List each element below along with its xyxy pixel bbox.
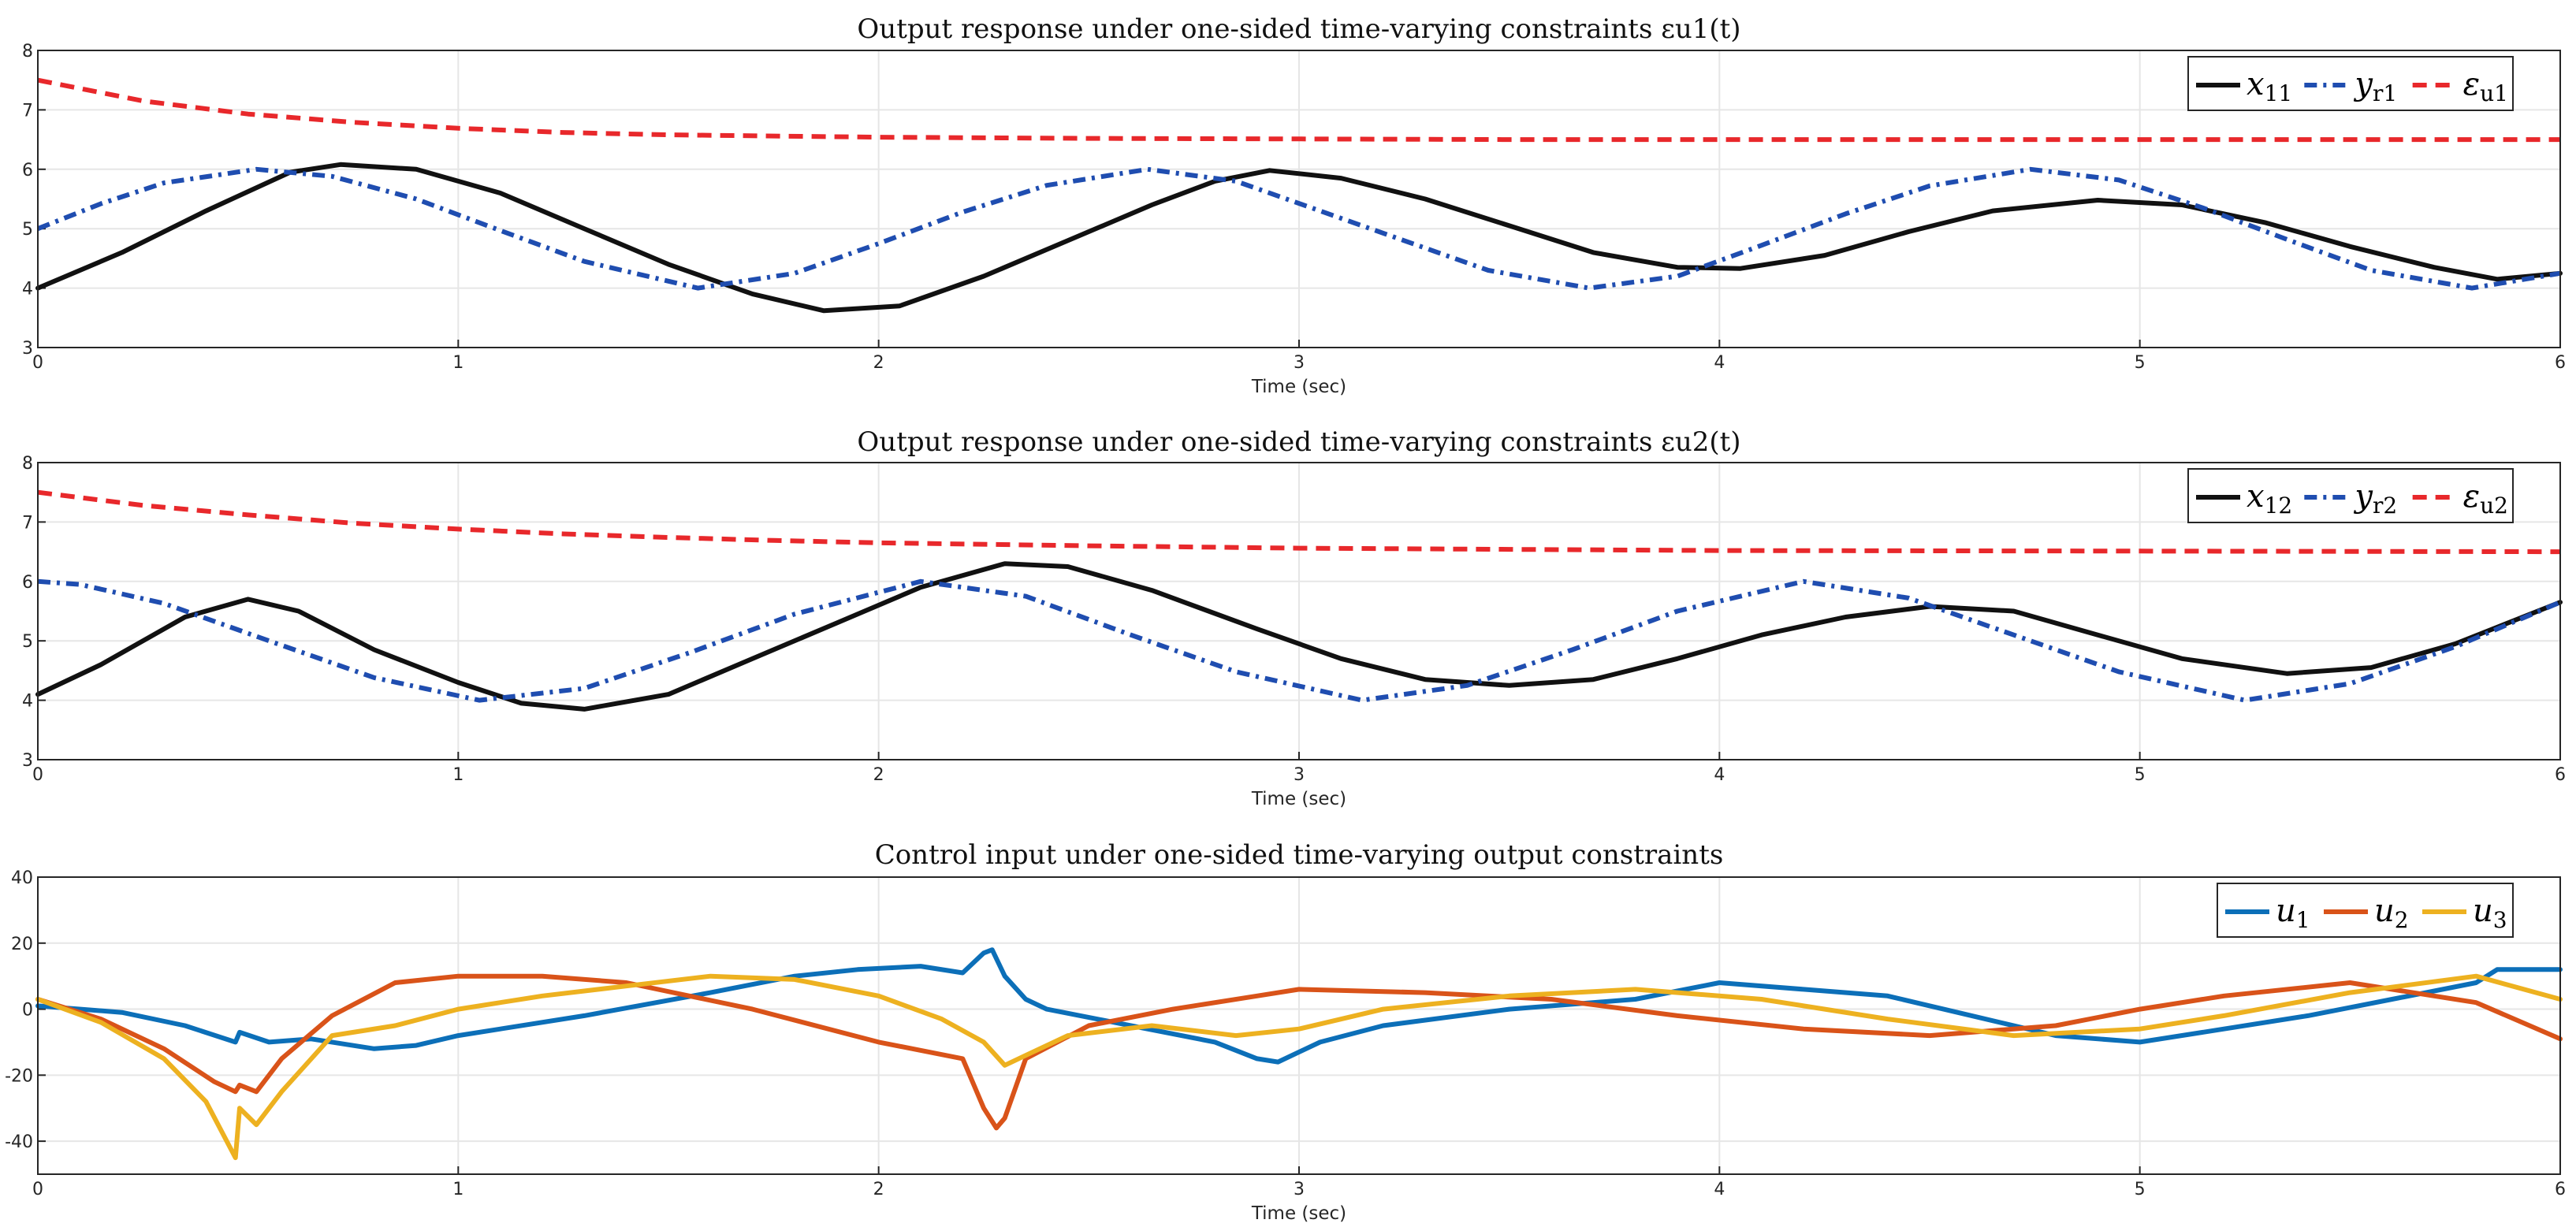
axes-box [37,50,2561,348]
y-tick-label: 8 [22,454,33,474]
y-tick-label: 3 [22,751,33,771]
x-tick-label: 6 [2555,765,2566,785]
x-tick-label: 4 [1714,353,1725,373]
series-line-u1 [35,947,2563,1065]
legend-box [2187,468,2514,523]
y-tick-label: 40 [11,868,33,888]
axes-box [37,462,2561,760]
legend-label-yr1: yr1 [2353,66,2397,106]
y-tick-label: 5 [22,220,33,240]
x-tick-label: 3 [1294,765,1305,785]
legend-label-x11: x11 [2247,66,2292,106]
x-tick-label: 1 [452,1180,463,1199]
y-tick-label: 4 [22,280,33,299]
legend-label-eps-u2: εu2 [2463,478,2508,519]
y-tick-label: 6 [22,161,33,180]
x-axis-label: Time (sec) [1251,377,1346,397]
x-tick-label: 4 [1714,1180,1725,1199]
y-tick-label: -20 [5,1066,33,1086]
y-tick-label: 6 [22,573,33,593]
legend-box [2187,56,2514,111]
legend-label-u1: u1 [2276,893,2310,933]
series-line-yr2 [37,578,2562,703]
x-tick-label: 6 [2555,1180,2566,1199]
y-tick-label: 5 [22,632,33,652]
series-line-u3 [35,973,2563,1161]
legend-label-u3: u3 [2473,893,2507,933]
x-tick-label: 6 [2555,353,2566,373]
y-tick-label: 0 [22,1001,33,1021]
y-tick-label: -40 [5,1132,33,1152]
y-tick-label: 3 [22,339,33,359]
series-line-x11 [35,162,2563,314]
legend: u1 u2 u3 [2217,883,2514,938]
chart-panel-1: 0 1 2 3 4 5 6 3 4 5 6 7 8 Output response under one-s… [22,13,2566,397]
x-tick-label: 5 [2135,1180,2146,1199]
y-tick-label: 20 [11,935,33,954]
x-tick-label: 4 [1714,765,1725,785]
x-tick-label: 2 [873,353,884,373]
series-line-x12 [35,561,2563,712]
x-tick-label: 3 [1294,353,1305,373]
x-tick-label: 0 [32,1180,43,1199]
chart-panel-3: 0 1 2 3 4 5 6 -40 -20 0 20 40 Control input under on… [5,839,2566,1224]
chart-title: Output response under one-sided time-var… [857,13,1740,45]
y-tick-label: 8 [22,42,33,61]
x-tick-label: 2 [873,765,884,785]
y-tick-label: 7 [22,101,33,121]
x-tick-label: 1 [452,765,463,785]
x-tick-label: 0 [32,353,43,373]
x-tick-label: 1 [452,353,463,373]
x-tick-label: 3 [1294,1180,1305,1199]
chart-title: Output response under one-sided time-var… [857,426,1740,458]
legend: x11 yr1 εu1 [2187,56,2514,111]
y-tick-label: 4 [22,692,33,712]
series-line-eps-u2 [37,489,2561,555]
x-tick-label: 2 [873,1180,884,1199]
x-axis-label: Time (sec) [1251,1203,1346,1224]
legend-label-eps-u1: εu1 [2463,66,2508,106]
y-tick-label: 7 [22,513,33,533]
x-tick-label: 5 [2135,353,2146,373]
series-line-yr1 [36,166,2561,291]
legend-label-u2: u2 [2374,893,2409,933]
legend-label-x12: x12 [2247,478,2292,519]
chart-title: Control input under one-sided time-varyi… [875,839,1724,871]
x-axis-label: Time (sec) [1251,789,1346,809]
legend-label-yr2: yr2 [2353,478,2397,519]
series-line-eps-u1 [37,77,2560,143]
chart-panel-2: 0 1 2 3 4 5 6 3 4 5 6 7 8 Output response under one-s… [22,426,2566,809]
x-tick-label: 5 [2135,765,2146,785]
legend: x12 yr2 εu2 [2187,468,2514,523]
axes-box [37,876,2561,1175]
x-tick-label: 0 [32,765,43,785]
